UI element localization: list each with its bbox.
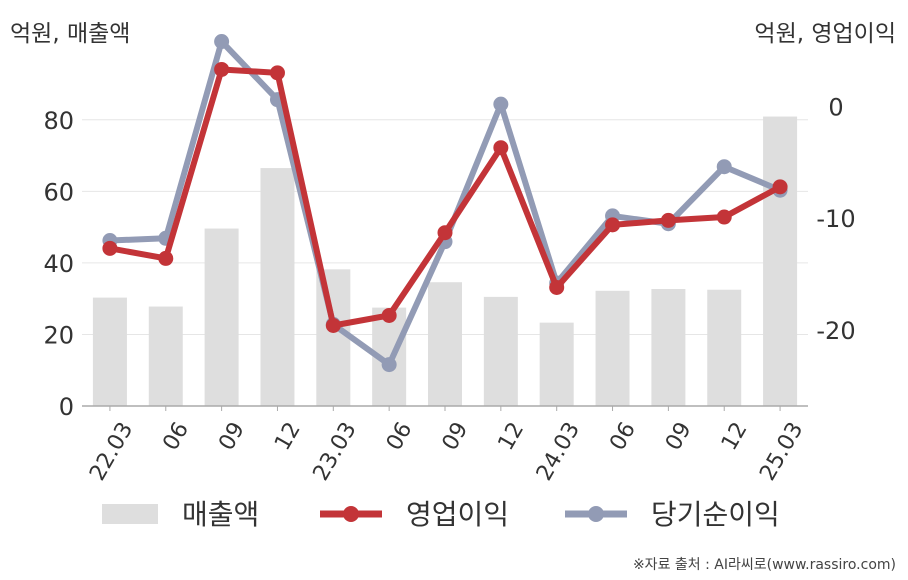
revenue-bar xyxy=(595,290,630,406)
x-tick-label: 22.03 xyxy=(85,418,138,485)
x-tick-label: 25.03 xyxy=(755,418,808,485)
legend-net-income-label: 당기순이익 xyxy=(651,498,780,531)
revenue-bar xyxy=(92,297,127,406)
legend-operating-profit-marker xyxy=(343,506,359,522)
right-axis-unit: 억원, 영업이익 xyxy=(754,21,896,47)
operating-profit-point xyxy=(605,217,621,233)
left-axis-unit: 억원, 매출액 xyxy=(10,21,131,47)
revenue-bar xyxy=(428,282,462,406)
x-tick-label: 06 xyxy=(158,418,194,455)
x-tick-label: 12 xyxy=(270,418,306,455)
x-tick-label: 09 xyxy=(661,418,697,455)
x-tick-label: 06 xyxy=(382,418,418,455)
net-income-point xyxy=(214,34,230,50)
operating-profit-point xyxy=(214,61,230,77)
operating-profit-point xyxy=(660,212,676,228)
legend-revenue-swatch xyxy=(102,504,158,524)
legend-net-income-marker xyxy=(588,506,604,522)
left-tick-label: 20 xyxy=(43,321,74,349)
revenue-bar xyxy=(651,289,686,406)
axes xyxy=(82,405,808,411)
x-tick-label: 12 xyxy=(494,418,530,455)
revenue-bar xyxy=(707,289,742,406)
operating-profit-point xyxy=(549,279,565,295)
net-income-point xyxy=(493,96,509,112)
revenue-bar xyxy=(204,228,239,406)
source-caption: ※자료 출처 : AI라씨로(www.rassiro.com) xyxy=(632,557,896,573)
legend-revenue-label: 매출액 xyxy=(182,498,259,531)
revenue-bar xyxy=(539,322,574,406)
right-tick-label: 0 xyxy=(828,93,843,121)
left-tick-label: 40 xyxy=(43,250,74,278)
revenue-bar xyxy=(260,168,295,406)
x-tick-label: 09 xyxy=(438,418,474,455)
operating-profit-point xyxy=(269,65,285,81)
revenue-bar xyxy=(148,306,183,406)
operating-profit-point xyxy=(158,250,174,266)
revenue-bar xyxy=(483,296,518,406)
revenue-bar xyxy=(316,269,351,406)
left-tick-label: 0 xyxy=(59,393,74,421)
net-income-point xyxy=(716,159,732,175)
operating-profit-point xyxy=(381,307,397,323)
net-income-point xyxy=(381,357,397,373)
operating-profit-point xyxy=(325,318,341,333)
right-tick-label: -10 xyxy=(816,205,855,233)
operating-profit-point xyxy=(772,179,788,195)
x-tick-label: 06 xyxy=(605,418,641,455)
operating-profit-point xyxy=(716,209,732,225)
x-tick-label: 09 xyxy=(214,418,250,455)
legend-operating-profit-label: 영업이익 xyxy=(406,498,509,531)
x-tick-label: 23.03 xyxy=(309,418,362,485)
right-tick-label: -20 xyxy=(816,317,855,345)
x-tick-label: 12 xyxy=(717,418,753,455)
operating-profit-point xyxy=(102,240,118,256)
x-tick-label: 24.03 xyxy=(532,418,585,485)
operating-profit-point xyxy=(493,140,509,156)
legend: 매출액 영업이익 당기순이익 xyxy=(102,498,780,531)
revenue-bar xyxy=(763,116,798,407)
operating-profit-point xyxy=(437,225,453,241)
profit-lines xyxy=(102,34,788,373)
revenue-bars xyxy=(92,116,798,407)
left-tick-label: 80 xyxy=(43,107,74,135)
left-tick-label: 60 xyxy=(43,178,74,206)
